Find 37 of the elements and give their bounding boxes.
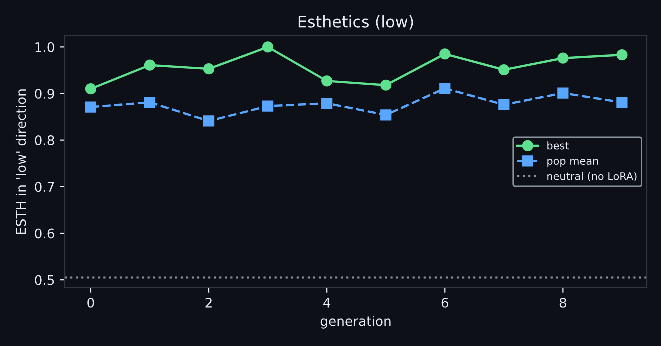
x-tick-label: 2 xyxy=(206,298,212,308)
point xyxy=(262,100,274,112)
y-tick-label: 0.8 xyxy=(35,136,54,146)
point xyxy=(380,110,392,121)
point xyxy=(85,102,97,113)
x-tick-label: 8 xyxy=(560,298,566,308)
x-tick-label: 0 xyxy=(88,298,94,308)
point xyxy=(498,64,510,76)
point xyxy=(440,48,451,60)
y-tick-label: 0.9 xyxy=(35,88,54,99)
point xyxy=(322,76,333,87)
y-tick-label: 0.6 xyxy=(35,228,54,239)
point xyxy=(203,116,215,127)
y-axis-title: ESTH in 'low' direction xyxy=(16,90,26,234)
point xyxy=(144,60,156,71)
point xyxy=(558,52,569,64)
point xyxy=(440,83,451,94)
legend-label: neutral (no LoRA) xyxy=(548,172,637,182)
point xyxy=(144,97,156,108)
point xyxy=(203,64,215,75)
point xyxy=(322,98,333,110)
point xyxy=(380,80,392,91)
point xyxy=(616,97,628,108)
x-axis-title: generation xyxy=(320,316,391,329)
point xyxy=(85,84,97,95)
legend-label: best xyxy=(548,142,569,150)
point xyxy=(558,88,569,99)
point xyxy=(616,50,628,61)
x-tick-label: 6 xyxy=(442,298,448,308)
legend-label: pop mean xyxy=(548,159,598,168)
x-tick-label: 4 xyxy=(324,298,331,308)
y-tick-label: 0.7 xyxy=(35,182,54,192)
y-tick-label: 1.0 xyxy=(36,42,54,52)
chart-title: Esthetics (low) xyxy=(298,16,414,30)
point xyxy=(498,99,510,110)
point xyxy=(262,42,274,53)
y-tick-label: 0.5 xyxy=(35,275,54,286)
